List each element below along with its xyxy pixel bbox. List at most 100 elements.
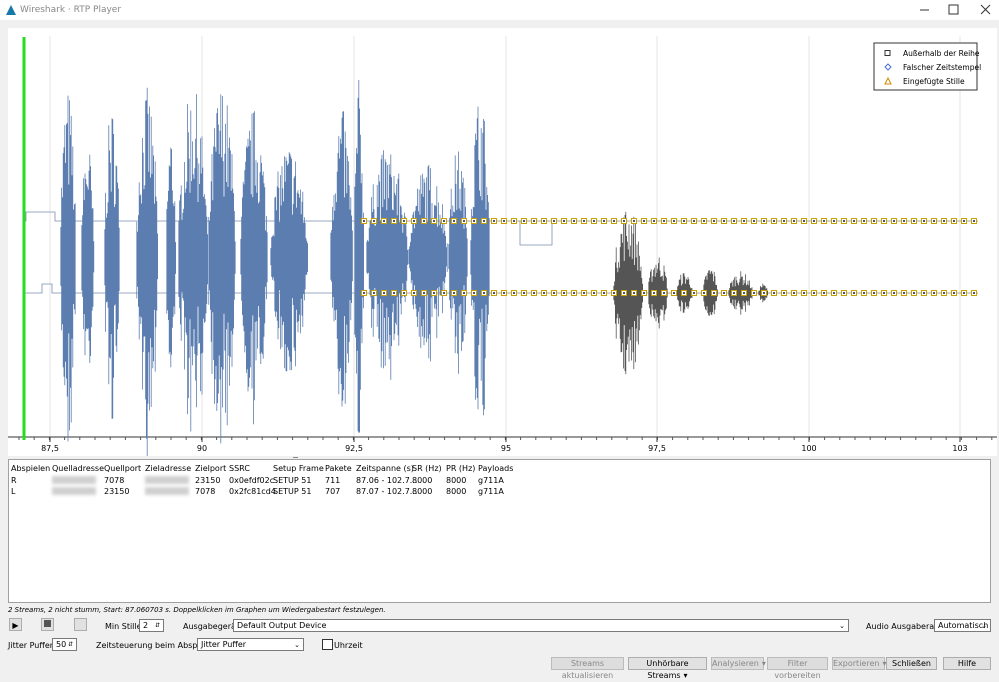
action-button[interactable]: Hilfe	[943, 657, 991, 670]
inner-marker	[953, 220, 955, 222]
inner-marker	[733, 220, 735, 222]
legend-symbol-square	[884, 50, 891, 56]
table-cell: 23150	[104, 487, 130, 496]
table-cell: 8000	[446, 487, 467, 496]
jitter-spinbox[interactable]: 50 ⇵	[52, 638, 77, 651]
audio-rate-value: Automatisch	[938, 621, 989, 630]
inner-marker	[423, 292, 425, 294]
inner-marker	[483, 292, 485, 294]
inner-marker	[923, 220, 925, 222]
inner-marker	[843, 220, 845, 222]
table-cell: 8000	[446, 476, 467, 485]
min-silence-spinbox[interactable]: 2 ⇵	[139, 619, 164, 632]
inner-marker	[613, 292, 615, 294]
table-cell: 8000	[412, 476, 433, 485]
inner-marker	[823, 292, 825, 294]
x-tick-label: 103	[952, 444, 967, 453]
column-header: Zielport	[195, 464, 227, 473]
timing-combo[interactable]: Jitter Puffer ⌄	[197, 638, 304, 651]
inner-marker	[893, 292, 895, 294]
legend-symbol-diamond	[884, 63, 892, 71]
inner-marker	[973, 292, 975, 294]
inner-marker	[443, 292, 445, 294]
action-button[interactable]: Schließen	[886, 657, 937, 670]
inner-marker	[633, 220, 635, 222]
inner-marker	[483, 220, 485, 222]
column-header: Quelladresse	[52, 464, 105, 473]
inner-marker	[513, 220, 515, 222]
waveform-graph[interactable]: 87,5 90 92,5 95 97,5 100 103 Außerhalb der Reih…	[8, 28, 997, 456]
inner-marker	[763, 220, 765, 222]
dropdown-arrow: ▾	[683, 671, 688, 680]
inner-marker	[653, 292, 655, 294]
inner-marker	[853, 220, 855, 222]
clock-checkbox[interactable]	[322, 639, 333, 650]
inner-marker	[373, 292, 375, 294]
inner-marker	[883, 220, 885, 222]
inner-marker	[953, 292, 955, 294]
inner-marker	[673, 292, 675, 294]
column-header: SR (Hz)	[412, 464, 442, 473]
inner-marker	[473, 220, 475, 222]
action-button[interactable]: Exportieren ▾	[832, 657, 887, 670]
inner-marker	[703, 220, 705, 222]
timing-value: Jitter Puffer	[201, 640, 247, 649]
play-button[interactable]: ▶	[9, 618, 22, 631]
inner-marker	[943, 220, 945, 222]
jitter-value: 50	[56, 640, 67, 649]
inner-marker	[503, 220, 505, 222]
output-device-combo[interactable]: Default Output Device ⌄	[233, 619, 849, 632]
pause-button[interactable]	[74, 618, 87, 631]
inner-marker	[693, 292, 695, 294]
inner-marker	[663, 292, 665, 294]
table-cell: g711A	[478, 487, 504, 496]
inner-marker	[733, 292, 735, 294]
inner-marker	[813, 220, 815, 222]
inner-marker	[863, 292, 865, 294]
legend-symbol-triangle	[884, 76, 892, 85]
inner-marker	[773, 220, 775, 222]
inner-marker	[563, 292, 565, 294]
inner-marker	[643, 220, 645, 222]
inner-marker	[963, 220, 965, 222]
audio-rate-combo[interactable]: Automatisch ⌄	[934, 619, 991, 632]
stop-button[interactable]	[41, 618, 54, 631]
inner-marker	[713, 220, 715, 222]
inner-marker	[853, 292, 855, 294]
inner-marker	[433, 292, 435, 294]
table-cell: 7078	[104, 476, 125, 485]
gap-line	[519, 221, 553, 246]
inner-marker	[903, 292, 905, 294]
inner-marker	[933, 220, 935, 222]
action-button[interactable]: Analysieren ▾	[711, 657, 766, 670]
column-header: PR (Hz)	[446, 464, 476, 473]
inner-marker	[873, 292, 875, 294]
window-title: Wireshark · RTP Player	[20, 5, 122, 15]
dropdown-arrow: ▾	[761, 659, 766, 668]
table-cell: R	[11, 476, 17, 485]
column-header: Zieladresse	[145, 464, 192, 473]
inner-marker	[803, 292, 805, 294]
sort-indicator	[293, 457, 298, 461]
inner-marker	[533, 292, 535, 294]
action-button[interactable]: Streams aktualisieren	[551, 657, 624, 680]
redacted-cell	[145, 487, 189, 495]
action-button[interactable]: Unhörbare Streams ▾	[628, 657, 707, 680]
dropdown-arrow: ▾	[882, 659, 887, 668]
inner-marker	[653, 220, 655, 222]
table-cell: SETUP 51	[273, 476, 312, 485]
inner-marker	[493, 292, 495, 294]
status-text: 2 Streams, 2 nicht stumm, Start: 87.0607…	[8, 606, 386, 614]
inner-marker	[743, 220, 745, 222]
column-header: Payloads	[478, 464, 514, 473]
inner-marker	[843, 292, 845, 294]
min-silence-label: Min Stille:	[105, 622, 145, 631]
column-header: Pakete	[325, 464, 352, 473]
window-controls[interactable]	[905, 0, 999, 20]
inner-marker	[833, 292, 835, 294]
x-tick-label: 90	[197, 444, 207, 453]
inner-marker	[513, 292, 515, 294]
inner-marker	[443, 220, 445, 222]
action-button[interactable]: Filter vorbereiten	[767, 657, 828, 680]
redacted-cell	[52, 487, 96, 495]
